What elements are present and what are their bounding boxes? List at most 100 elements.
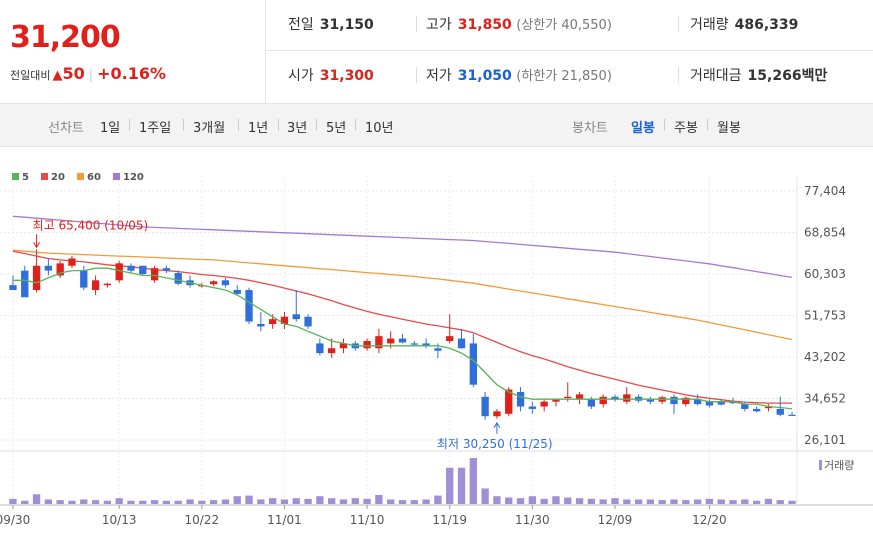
volume-bar bbox=[316, 496, 324, 504]
candle-body bbox=[44, 265, 53, 271]
volume-bar bbox=[339, 499, 348, 504]
tab-3month[interactable]: 3개월 bbox=[193, 121, 226, 136]
candle-body bbox=[32, 265, 41, 291]
candle-body bbox=[575, 394, 584, 400]
tab-daily[interactable]: 일봉 bbox=[631, 121, 655, 136]
volume-bar bbox=[776, 500, 784, 504]
candle-body bbox=[257, 324, 265, 327]
volume-bar bbox=[150, 500, 159, 504]
y-tick-label: 43,202 bbox=[804, 350, 846, 364]
candle-body bbox=[599, 396, 607, 405]
legend-label: 20 bbox=[51, 172, 65, 183]
volume-bar bbox=[457, 467, 466, 504]
candle-body bbox=[339, 343, 348, 349]
candle-body bbox=[516, 391, 525, 407]
volume-bar bbox=[693, 499, 702, 504]
candle-body bbox=[552, 399, 560, 402]
change-amount: 50 bbox=[62, 64, 85, 83]
volume-bar bbox=[729, 500, 737, 504]
legend-label: 5 bbox=[22, 172, 29, 183]
candle-body bbox=[162, 268, 171, 271]
low-price: 저가 31,050 (하한가 21,850) bbox=[426, 68, 612, 84]
volume-bar bbox=[304, 498, 312, 504]
candle-body bbox=[127, 265, 135, 271]
volume-bar bbox=[469, 458, 477, 504]
volume-legend-swatch bbox=[819, 460, 822, 470]
tab-10year[interactable]: 10년 bbox=[365, 121, 394, 136]
volume-bar bbox=[80, 499, 88, 504]
volume-bar bbox=[198, 500, 206, 504]
quote-row-1: 전일 31,150 고가 31,850 (상한가 40,550) 거래량 486,33… bbox=[266, 0, 873, 51]
candle-body bbox=[505, 389, 513, 414]
legend-label: 120 bbox=[123, 172, 144, 183]
y-tick-label: 68,854 bbox=[804, 226, 846, 240]
x-tick-label: 11/01 bbox=[267, 513, 302, 527]
volume-bar bbox=[481, 488, 489, 504]
candle-body bbox=[717, 401, 725, 405]
candle-body bbox=[764, 407, 773, 409]
y-tick-label: 77,404 bbox=[804, 184, 846, 198]
candle-body bbox=[646, 399, 655, 402]
volume-bar bbox=[32, 494, 41, 504]
tab-1day[interactable]: 1일 bbox=[100, 121, 121, 136]
candle-body bbox=[280, 316, 289, 325]
tab-weekly[interactable]: 주봉 bbox=[674, 121, 698, 136]
tab-5year[interactable]: 5년 bbox=[326, 121, 347, 136]
candle-body bbox=[174, 273, 182, 284]
volume-bar bbox=[788, 500, 796, 504]
tab-candle-chart[interactable]: 봉차트 bbox=[572, 121, 608, 136]
volume-bar bbox=[422, 499, 430, 504]
volume-bar bbox=[233, 496, 241, 504]
candle-body bbox=[729, 401, 737, 404]
volume-bar bbox=[174, 500, 182, 504]
x-tick-label: 11/30 bbox=[515, 513, 550, 527]
tab-line-chart[interactable]: 선차트 bbox=[48, 121, 84, 136]
prev-close: 전일 31,150 bbox=[288, 17, 374, 33]
volume-bar bbox=[410, 500, 418, 504]
x-tick-label: 10/13 bbox=[102, 513, 137, 527]
volume-bar bbox=[705, 498, 714, 504]
candle-body bbox=[292, 314, 300, 320]
candle-body bbox=[469, 343, 477, 385]
volume-bar bbox=[162, 500, 171, 504]
volume-bar bbox=[257, 499, 265, 504]
volume-bar bbox=[658, 500, 666, 504]
candle-body bbox=[693, 399, 702, 405]
volume-bar bbox=[44, 499, 53, 504]
candle-body bbox=[115, 263, 123, 281]
candle-body bbox=[233, 290, 241, 294]
x-tick-label: 10/22 bbox=[185, 513, 220, 527]
legend-swatch bbox=[113, 173, 120, 180]
x-tick-label: 11/19 bbox=[432, 513, 467, 527]
candle-body bbox=[268, 319, 277, 325]
candle-body bbox=[623, 394, 631, 402]
tab-1year[interactable]: 1년 bbox=[248, 121, 269, 136]
candle-body bbox=[611, 396, 619, 400]
ma120-line bbox=[12, 215, 793, 279]
candle-body bbox=[587, 399, 596, 407]
x-tick-label: 09/30 bbox=[0, 513, 30, 527]
low-annotation: 최저 30,250 (11/25) bbox=[437, 437, 553, 451]
tab-1week[interactable]: 1주일 bbox=[139, 121, 172, 136]
volume-bar bbox=[575, 498, 584, 504]
volume-bar bbox=[552, 496, 560, 504]
up-arrow-icon: ▲ bbox=[52, 68, 63, 83]
candle-body bbox=[375, 336, 383, 349]
y-tick-label: 60,303 bbox=[804, 267, 846, 281]
volume-bar bbox=[752, 500, 761, 504]
candle-body bbox=[434, 348, 442, 351]
current-price: 31,200 bbox=[10, 20, 121, 55]
tab-3year[interactable]: 3년 bbox=[287, 121, 308, 136]
candle-body bbox=[398, 338, 407, 343]
volume-bar bbox=[493, 496, 501, 504]
volume-bar bbox=[670, 499, 678, 504]
open-price: 시가 31,300 bbox=[288, 68, 374, 84]
tab-monthly[interactable]: 월봉 bbox=[717, 121, 741, 136]
volume-bar bbox=[280, 499, 289, 504]
x-tick-label: 11/10 bbox=[350, 513, 385, 527]
candle-body bbox=[457, 338, 466, 349]
y-tick-label: 51,753 bbox=[804, 309, 846, 323]
volume-bar bbox=[139, 500, 147, 504]
volume: 거래량 486,339 bbox=[690, 17, 799, 33]
candle-body bbox=[103, 283, 112, 286]
